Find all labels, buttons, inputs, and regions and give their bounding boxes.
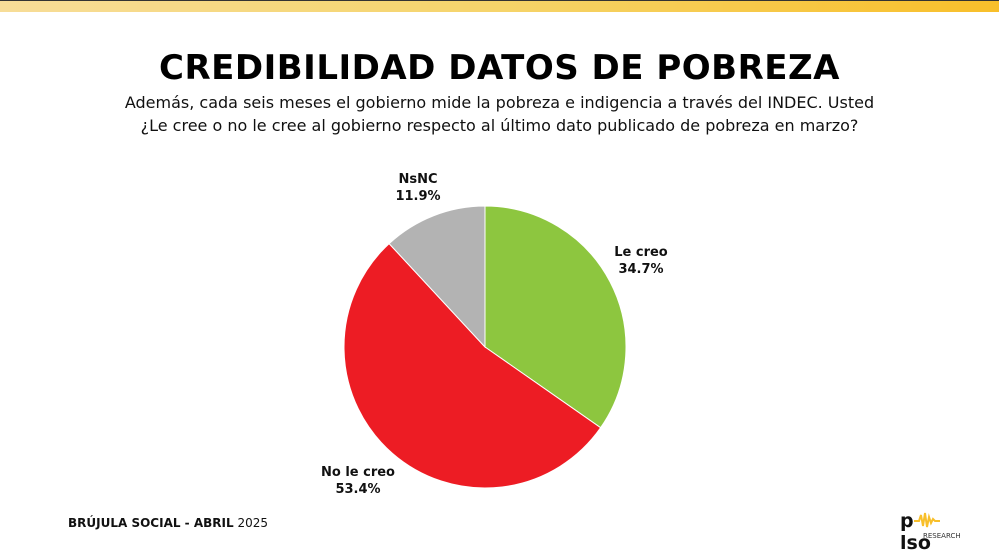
slice-category-label: No le creo [321, 465, 395, 480]
waveform-icon [913, 512, 940, 528]
subtitle-line-1: Además, cada seis meses el gobierno mide… [124, 93, 875, 112]
subtitle-line-2: ¿Le cree o no le cree al gobierno respec… [140, 116, 859, 135]
pulso-logo: plso RESEARCH [900, 510, 961, 554]
pie-slice-no-le-creo [343, 242, 602, 489]
pie-slice-le-creo [484, 205, 627, 429]
page-title: CREDIBILIDAD DATOS DE POBREZA [159, 48, 840, 88]
slice-value-label: 34.7% [618, 262, 663, 277]
slice-category-label: NsNC [398, 172, 437, 187]
top-accent-bar [0, 0, 999, 12]
logo-subtext: RESEARCH [923, 532, 961, 540]
footer-source: BRÚJULA SOCIAL - ABRIL [68, 516, 234, 530]
pie-slice-nsnc [388, 205, 486, 349]
slice-category-label: Le creo [614, 245, 668, 260]
slice-value-label: 53.4% [335, 482, 380, 497]
footer-year: 2025 [233, 516, 268, 530]
slice-value-label: 11.9% [395, 189, 440, 204]
footer: BRÚJULA SOCIAL - ABRIL 2025 [68, 516, 268, 530]
